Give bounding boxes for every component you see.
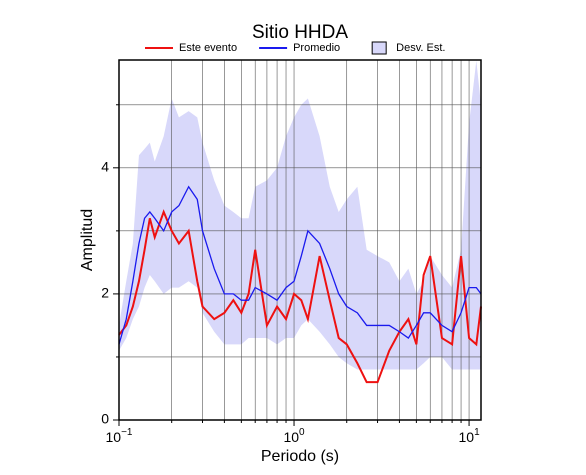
legend-label: Desv. Est. (396, 42, 445, 54)
legend-label: Promedio (293, 42, 340, 54)
x-tick-base: 10 (106, 429, 122, 445)
std-band (119, 60, 481, 370)
x-tick-exponent: 0 (299, 427, 305, 438)
x-tick-base: 10 (283, 429, 299, 445)
y-tick-label: 2 (101, 285, 109, 301)
x-tick-label: 101 (458, 427, 480, 445)
x-axis-label: Periodo (s) (261, 448, 339, 465)
series-line (118, 209, 482, 384)
chart-title: Sitio HHDA (252, 22, 348, 43)
x-tick-base: 10 (458, 429, 474, 445)
plot-frame (118, 59, 482, 421)
y-tick-label: 0 (101, 411, 109, 427)
x-tick-label: 10−1 (106, 427, 133, 445)
legend-label: Este evento (179, 42, 237, 54)
x-tick-label: 100 (283, 427, 305, 445)
y-tick-label: 4 (101, 159, 109, 175)
legend-swatch (371, 41, 387, 55)
x-tick-exponent: −1 (121, 427, 133, 438)
series-line (118, 185, 482, 345)
x-tick-exponent: 1 (474, 427, 480, 438)
y-axis-label: Amplitud (79, 209, 96, 271)
